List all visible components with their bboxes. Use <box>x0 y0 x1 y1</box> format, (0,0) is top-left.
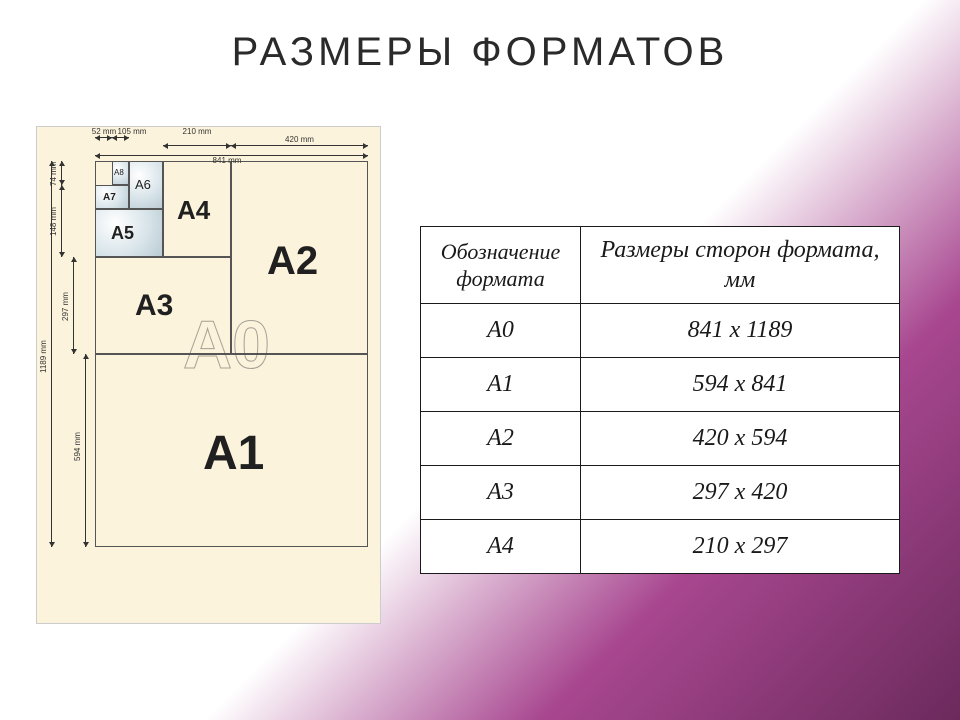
cell-fmt: А2 <box>421 412 581 466</box>
cell-size: 841 х 1189 <box>581 304 900 358</box>
dim-594: 594 mm <box>73 417 82 477</box>
dim-1189: 1189 mm <box>39 327 48 387</box>
cell-size: 297 х 420 <box>581 466 900 520</box>
dim-420: 420 mm <box>231 135 368 144</box>
label-a3: А3 <box>135 289 173 323</box>
table-row: А0 841 х 1189 <box>421 304 900 358</box>
label-a0: А0 <box>183 306 270 384</box>
label-a2: А2 <box>267 239 318 284</box>
label-a8: A8 <box>114 168 124 177</box>
paper-diagram: А0 А1 А2 А3 А4 А5 A6 А7 A8 52 mm 105 mm … <box>36 126 381 624</box>
th-size: Размеры сторон формата, мм <box>581 227 900 304</box>
cell-fmt: А4 <box>421 520 581 574</box>
cell-fmt: А0 <box>421 304 581 358</box>
dimline-74 <box>61 161 62 185</box>
dimline-1189 <box>51 161 52 547</box>
dimline-297 <box>73 257 74 354</box>
cell-size: 210 х 297 <box>581 520 900 574</box>
cell-fmt: А1 <box>421 358 581 412</box>
dimline-105 <box>112 137 129 138</box>
dimline-594 <box>85 354 86 547</box>
label-a7: А7 <box>103 192 116 203</box>
dim-841: 841 mm <box>187 156 267 165</box>
dim-297: 297 mm <box>61 277 70 337</box>
cell-fmt: А3 <box>421 466 581 520</box>
label-a5: А5 <box>111 223 134 244</box>
dimline-210 <box>163 145 231 146</box>
table-row: А4 210 х 297 <box>421 520 900 574</box>
cell-size: 594 х 841 <box>581 358 900 412</box>
dimline-52 <box>95 137 112 138</box>
label-a4: А4 <box>177 195 210 226</box>
page-title: РАЗМЕРЫ ФОРМАТОВ <box>0 30 960 75</box>
formats-table: Обозначение формата Размеры сторон форма… <box>420 226 900 574</box>
table-header-row: Обозначение формата Размеры сторон форма… <box>421 227 900 304</box>
dim-210: 210 mm <box>163 127 231 136</box>
table-row: А3 297 х 420 <box>421 466 900 520</box>
label-a1: А1 <box>203 426 264 481</box>
table-row: А1 594 х 841 <box>421 358 900 412</box>
dim-105: 105 mm <box>115 127 149 136</box>
a0-outer: А0 А1 А2 А3 А4 А5 A6 А7 A8 <box>95 161 368 619</box>
cell-size: 420 х 594 <box>581 412 900 466</box>
dimline-148 <box>61 185 62 257</box>
label-a6: A6 <box>135 177 151 192</box>
dimline-420 <box>231 145 368 146</box>
table-row: А2 420 х 594 <box>421 412 900 466</box>
th-format: Обозначение формата <box>421 227 581 304</box>
